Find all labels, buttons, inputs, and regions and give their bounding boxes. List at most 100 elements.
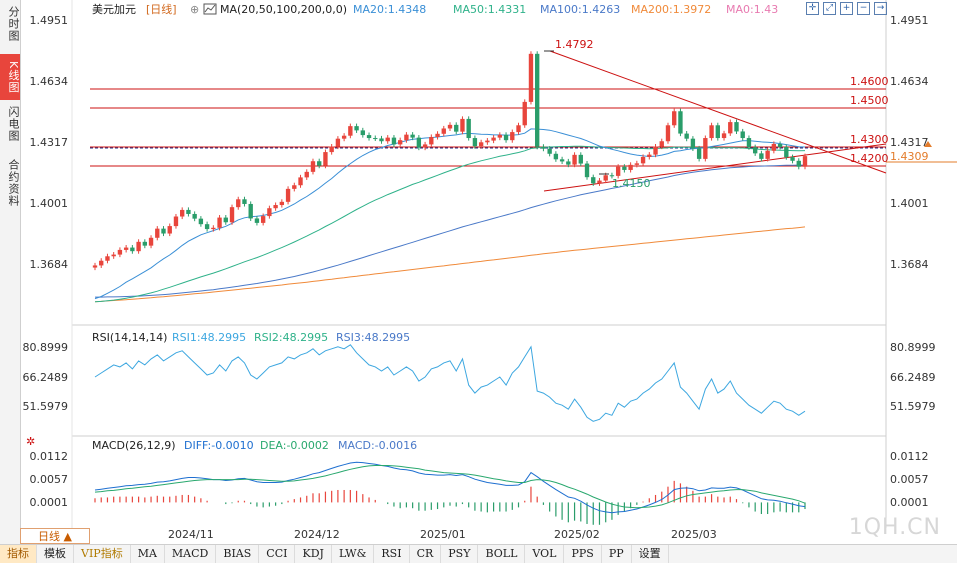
current-price-label: 1.4309 — [890, 150, 929, 163]
price-ticks-right: 1.4951 1.4634 1.4317 1.4001 1.3684 — [890, 14, 929, 271]
svg-text:80.8999: 80.8999 — [23, 341, 69, 354]
candle-body — [310, 161, 316, 172]
tab-kline[interactable]: K线图 — [0, 54, 20, 100]
toolbar-macd[interactable]: MACD — [165, 545, 217, 563]
candle-body — [130, 247, 135, 252]
svg-text:1.4951: 1.4951 — [890, 14, 929, 27]
toolbar-indicators[interactable]: 指标 — [0, 545, 37, 563]
svg-text:1.4317: 1.4317 — [30, 136, 69, 149]
candle-body — [385, 137, 390, 142]
tab-timeshare[interactable]: 分时图 — [7, 6, 20, 42]
candle-body — [460, 118, 465, 132]
macd-dea-line — [94, 465, 806, 509]
macd-histogram — [94, 480, 806, 525]
zoom-in-icon[interactable]: + — [840, 2, 853, 15]
candle-body — [497, 134, 503, 138]
svg-text:66.2489: 66.2489 — [890, 371, 936, 384]
candle-body — [298, 177, 303, 186]
ma200-value: MA200:1.3972 — [631, 3, 711, 16]
svg-text:80.8999: 80.8999 — [890, 341, 936, 354]
svg-text:2024/11: 2024/11 — [168, 528, 214, 541]
current-price-up-icon — [924, 141, 932, 147]
svg-text:0.0001: 0.0001 — [30, 496, 69, 509]
candle-body — [142, 241, 148, 246]
candle-body — [690, 138, 696, 149]
toolbar-pp[interactable]: PP — [602, 545, 632, 563]
candle-body — [192, 213, 197, 219]
candle-body — [273, 205, 278, 209]
candle-body — [728, 122, 733, 134]
candle-body — [161, 228, 166, 234]
candle-body — [279, 201, 285, 206]
candle-body — [672, 111, 677, 126]
toolbar-settings[interactable]: 设置 — [632, 545, 669, 563]
candle-body — [659, 141, 664, 147]
kline-chart[interactable]: 美元加元 [日线] ⊕ MA(20,50,100,200,0,0) MA20:1… — [20, 0, 957, 544]
level-label-1-4200: 1.4200 — [850, 152, 889, 165]
ma100-value: MA100:1.4263 — [540, 3, 620, 16]
scroll-right-icon[interactable]: → — [874, 2, 887, 15]
x-axis-labels: 2024/11 2024/12 2025/01 2025/02 2025/03 — [168, 528, 717, 541]
candle-body — [348, 126, 353, 136]
candle-body — [267, 208, 272, 217]
macd-diff-value: DIFF:-0.0010 — [184, 439, 254, 452]
candle-body — [429, 136, 434, 145]
svg-text:0.0112: 0.0112 — [890, 450, 929, 463]
toolbar-rsi[interactable]: RSI — [374, 545, 410, 563]
tab-contract-info[interactable]: 合约资料 — [7, 159, 20, 207]
macd-settings-icon[interactable]: ✲ — [26, 435, 35, 448]
toolbar-kdj[interactable]: KDJ — [295, 545, 332, 563]
toolbar-vip[interactable]: VIP指标 — [74, 545, 131, 563]
toolbar-psy[interactable]: PSY — [441, 545, 479, 563]
crosshair-icon[interactable]: ✛ — [806, 2, 819, 15]
toolbar-cci[interactable]: CCI — [259, 545, 296, 563]
symbol-label: 美元加元 — [92, 3, 136, 16]
period-button[interactable]: 日线 ▲ — [20, 528, 90, 544]
toolbar-lw[interactable]: LW& — [332, 545, 375, 563]
svg-text:2024/12: 2024/12 — [294, 528, 340, 541]
candle-body — [584, 163, 590, 178]
candle-body — [665, 125, 671, 142]
settings-icon[interactable]: ⊕ — [190, 3, 199, 16]
candle-body — [92, 265, 98, 268]
candle-body — [622, 166, 627, 170]
svg-text:51.5979: 51.5979 — [23, 400, 69, 413]
tab-lightning[interactable]: 闪电图 — [7, 106, 20, 142]
zoom-fit-icon[interactable]: ⤢ — [823, 2, 836, 15]
toolbar-boll[interactable]: BOLL — [478, 545, 526, 563]
candle-body — [136, 241, 141, 252]
toolbar-cr[interactable]: CR — [410, 545, 442, 563]
toolbar-vol[interactable]: VOL — [525, 545, 565, 563]
candle-body — [354, 126, 359, 131]
zoom-out-icon[interactable]: − — [857, 2, 870, 15]
candle-body — [323, 152, 328, 166]
rsi3-value: RSI3:48.2995 — [336, 331, 410, 344]
toolbar-ma[interactable]: MA — [131, 545, 165, 563]
candle-body — [441, 128, 446, 134]
candle-body — [784, 146, 789, 158]
candle-body — [485, 140, 490, 143]
toolbar-template[interactable]: 模板 — [37, 545, 74, 563]
candle-body — [609, 175, 615, 177]
candle-body — [615, 166, 621, 176]
trendline-upper — [549, 50, 887, 174]
candle-body — [522, 101, 527, 126]
candle-body — [790, 157, 795, 161]
svg-text:66.2489: 66.2489 — [23, 371, 69, 384]
candle-body — [553, 153, 559, 160]
macd-label: MACD(26,12,9) — [92, 439, 176, 452]
toolbar-bias[interactable]: BIAS — [216, 545, 260, 563]
toolbar-pps[interactable]: PPS — [564, 545, 602, 563]
period-button-label: 日线 — [38, 530, 61, 543]
candle-body — [254, 218, 260, 223]
candle-body — [528, 53, 534, 102]
level-label-1-4600: 1.4600 — [850, 75, 889, 88]
rsi-ticks-left: 80.8999 66.2489 51.5979 — [23, 341, 69, 413]
left-sidebar: 分时图 K线图 闪电图 合约资料 — [0, 0, 21, 544]
candle-body — [99, 260, 104, 266]
chart-type-icon[interactable] — [203, 3, 217, 15]
macd-ticks-right: 0.0112 0.0057 0.0001 — [890, 450, 929, 509]
candle-body — [180, 209, 185, 217]
candle-body — [640, 156, 646, 164]
candle-body — [391, 137, 397, 145]
